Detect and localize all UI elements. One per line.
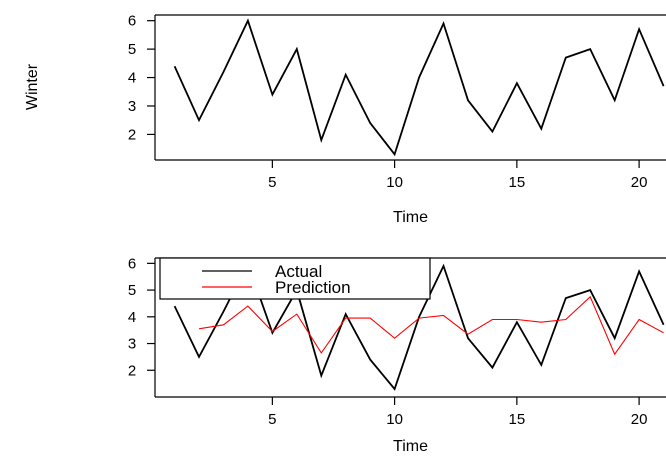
legend-box (159, 257, 431, 300)
x-tick-label: 10 (386, 174, 403, 191)
y-tick-label: 4 (128, 70, 136, 87)
x-tick-label: 20 (631, 174, 648, 191)
x-tick-label: 15 (509, 174, 526, 191)
legend-label-actual: Actual (275, 262, 322, 281)
x-tick-label: 5 (268, 411, 276, 428)
legend-label-prediction: Prediction (275, 278, 351, 297)
y-axis-title: Winter (24, 63, 41, 110)
y-tick-label: 5 (128, 282, 136, 299)
series-line-prediction (198, 295, 664, 356)
y-tick-label: 6 (128, 13, 136, 30)
x-tick-label: 5 (268, 174, 276, 191)
y-tick-label: 2 (128, 362, 136, 379)
y-tick-label: 5 (128, 41, 136, 58)
y-tick-label: 3 (128, 98, 136, 115)
y-tick-label: 6 (128, 255, 136, 272)
y-tick-label: 3 (128, 336, 136, 353)
x-tick-label: 20 (631, 411, 648, 428)
x-tick-label: 15 (509, 411, 526, 428)
x-tick-label: 10 (386, 411, 403, 428)
y-tick-label: 2 (128, 126, 136, 143)
y-tick-label: 4 (128, 309, 136, 326)
chart-panel-top: 2 3 4 5 6 5 10 15 20 Time Winter (24, 13, 666, 226)
series-line-series-0 (173, 18, 665, 157)
x-axis-title: Time (393, 209, 428, 226)
x-axis-title: Time (393, 438, 428, 455)
